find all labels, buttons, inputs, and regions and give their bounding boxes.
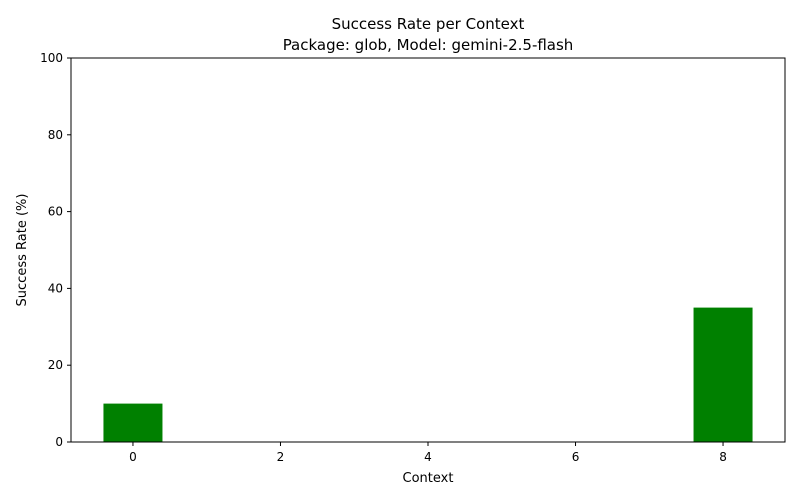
y-tick-label: 80 xyxy=(48,128,63,142)
x-tick-label: 0 xyxy=(129,450,137,464)
bars-group xyxy=(103,307,753,442)
x-axis-label: Context xyxy=(403,471,454,486)
bar-context-0 xyxy=(103,403,163,442)
x-tick-label: 2 xyxy=(277,450,285,464)
bar-context-8 xyxy=(693,307,753,442)
chart-subtitle: Package: glob, Model: gemini-2.5-flash xyxy=(283,36,574,54)
plot-area-frame xyxy=(70,57,786,443)
y-tick-label: 20 xyxy=(48,358,63,372)
y-tick-label: 40 xyxy=(48,281,63,295)
y-tick-label: 0 xyxy=(55,435,63,449)
x-tick-label: 6 xyxy=(572,450,580,464)
x-tick-label: 8 xyxy=(719,450,727,464)
y-axis-label: Success Rate (%) xyxy=(15,194,30,307)
y-tick-label: 60 xyxy=(48,205,63,219)
x-tick-label: 4 xyxy=(424,450,432,464)
x-axis-ticks: 0 2 4 6 8 xyxy=(129,442,727,464)
y-tick-label: 100 xyxy=(40,51,63,65)
y-axis-ticks: 0 20 40 60 80 100 xyxy=(40,51,71,449)
chart-title: Success Rate per Context xyxy=(332,15,525,33)
